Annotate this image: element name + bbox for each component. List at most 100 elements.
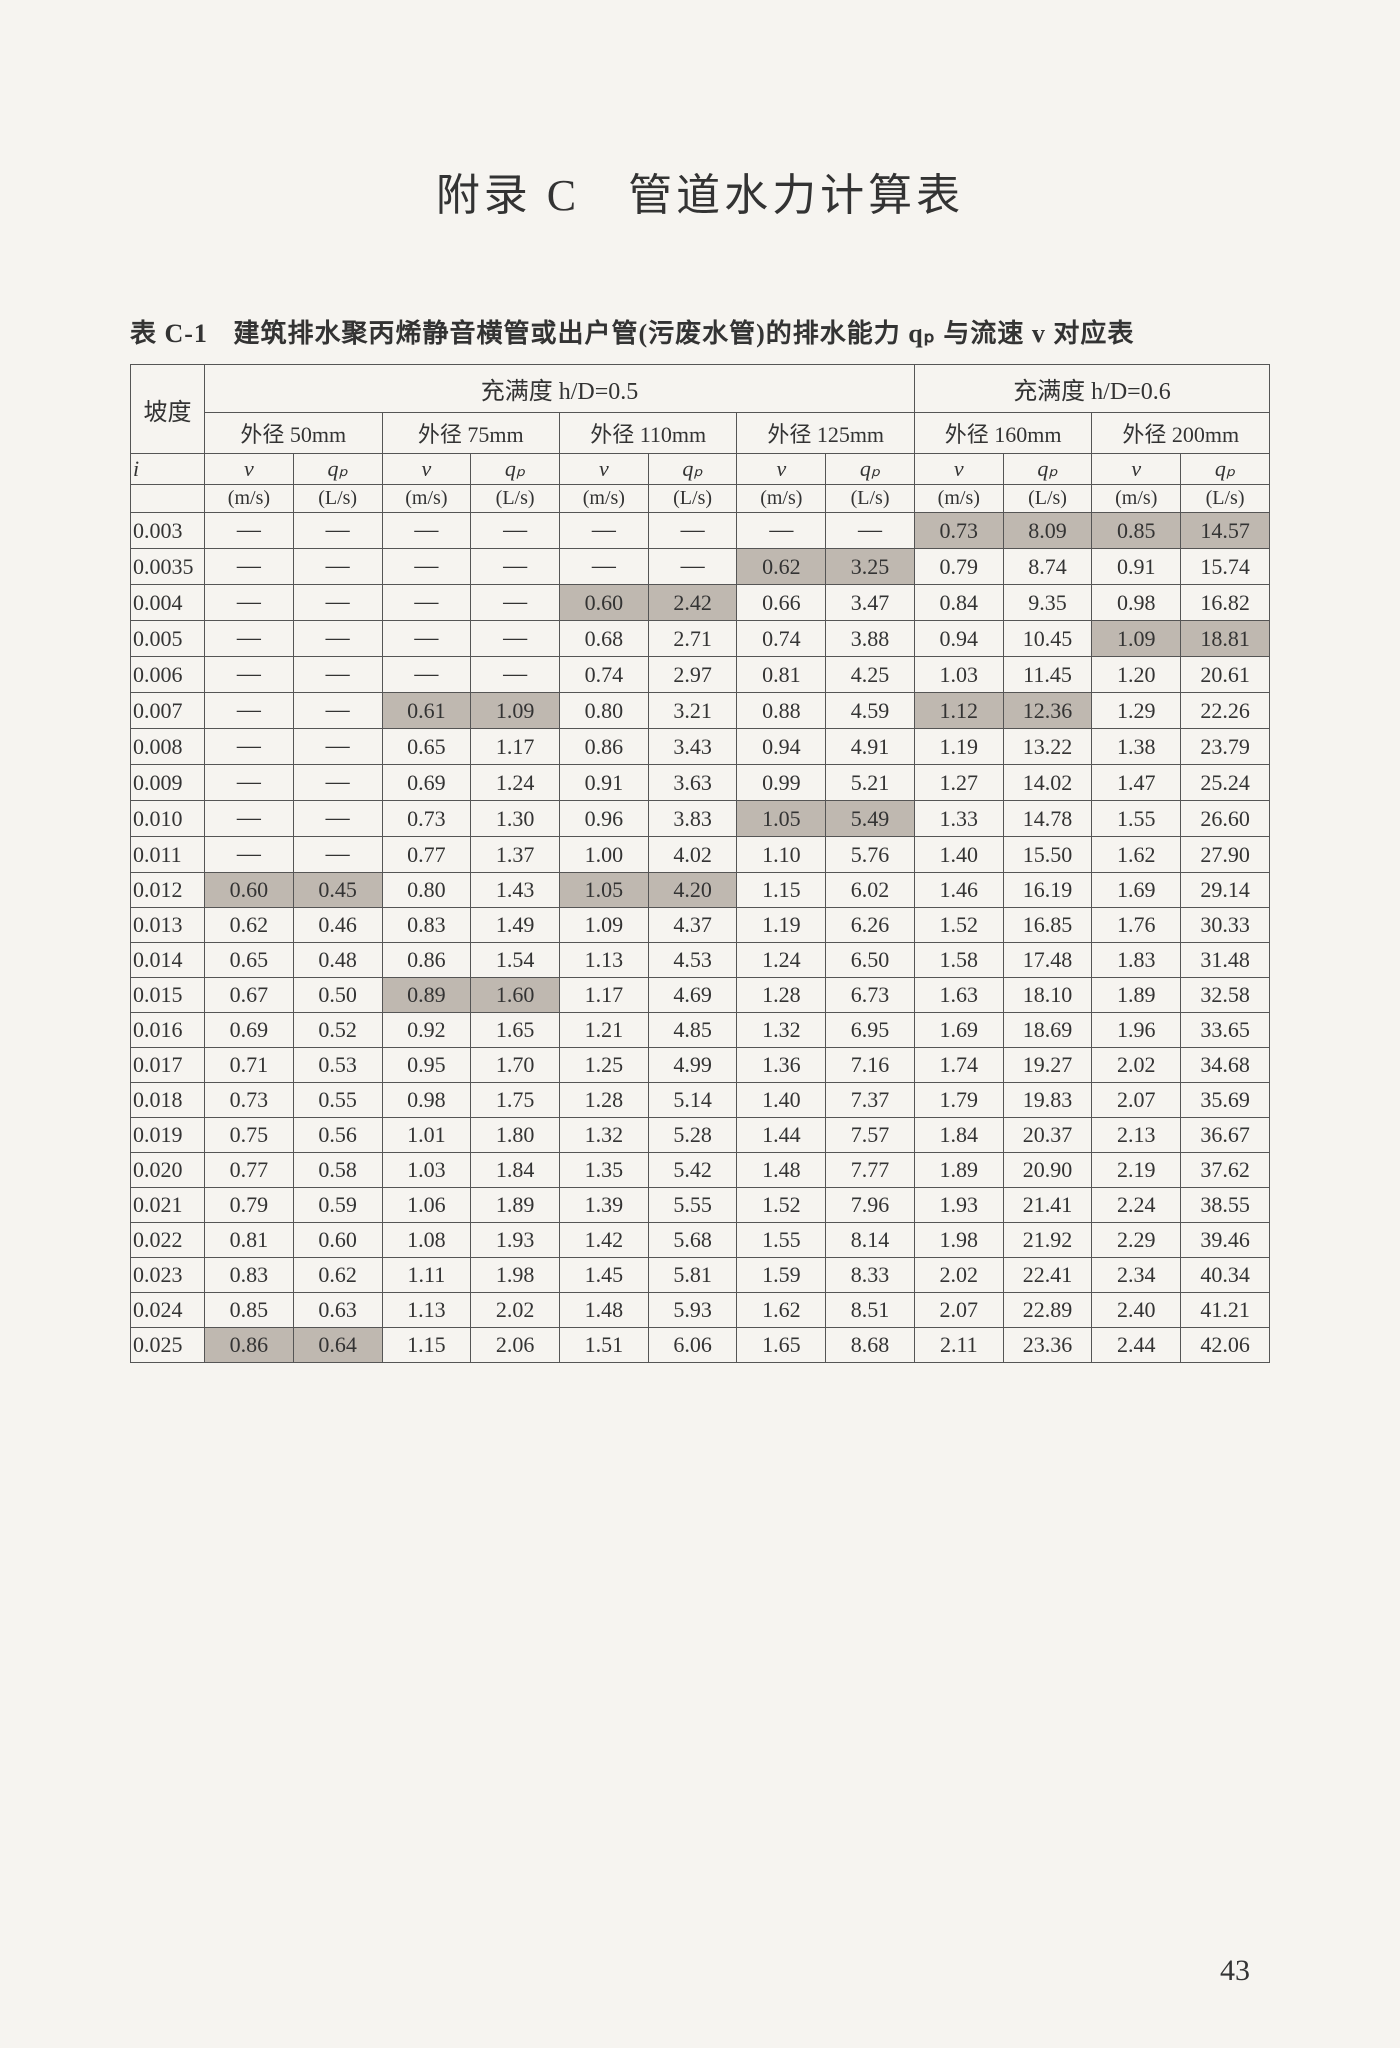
- v-value: 0.61: [382, 693, 471, 729]
- v-value: 0.91: [559, 765, 648, 801]
- qp-value: 1.93: [471, 1223, 560, 1258]
- unit-v: (m/s): [382, 485, 471, 513]
- v-value: 0.96: [559, 801, 648, 837]
- table-row: 0.0220.810.601.081.931.425.681.558.141.9…: [131, 1223, 1270, 1258]
- unit-v: (m/s): [205, 485, 294, 513]
- v-value: 1.45: [559, 1258, 648, 1293]
- qp-value: 1.43: [471, 873, 560, 908]
- v-value: 0.81: [737, 657, 826, 693]
- qp-value: 29.14: [1181, 873, 1270, 908]
- qp-value: 0.46: [293, 908, 382, 943]
- table-row: 0.0035——————0.623.250.798.740.9115.74: [131, 549, 1270, 585]
- v-value: 1.96: [1092, 1013, 1181, 1048]
- v-value: —: [382, 585, 471, 621]
- qp-value: 3.83: [648, 801, 737, 837]
- qp-value: 0.48: [293, 943, 382, 978]
- v-value: 1.13: [559, 943, 648, 978]
- slope-value: 0.013: [131, 908, 205, 943]
- unit-qp: (L/s): [1181, 485, 1270, 513]
- qp-value: 8.51: [826, 1293, 915, 1328]
- v-value: 2.07: [914, 1293, 1003, 1328]
- v-value: 2.40: [1092, 1293, 1181, 1328]
- qp-value: 4.25: [826, 657, 915, 693]
- slope-value: 0.016: [131, 1013, 205, 1048]
- v-value: 1.19: [737, 908, 826, 943]
- diameter-header-3: 外径 125mm: [737, 413, 914, 454]
- qp-value: 38.55: [1181, 1188, 1270, 1223]
- diameter-header-0: 外径 50mm: [205, 413, 382, 454]
- qp-value: 21.41: [1003, 1188, 1092, 1223]
- qp-value: 0.45: [293, 873, 382, 908]
- qp-value: 2.42: [648, 585, 737, 621]
- table-row: 0.0250.860.641.152.061.516.061.658.682.1…: [131, 1328, 1270, 1363]
- v-value: 1.09: [1092, 621, 1181, 657]
- slope-value: 0.005: [131, 621, 205, 657]
- v-value: 0.79: [205, 1188, 294, 1223]
- qp-value: 1.80: [471, 1118, 560, 1153]
- qp-value: 12.36: [1003, 693, 1092, 729]
- qp-value: 0.56: [293, 1118, 382, 1153]
- qp-value: 6.02: [826, 873, 915, 908]
- v-value: 1.36: [737, 1048, 826, 1083]
- v-value: —: [382, 621, 471, 657]
- qp-value: 3.47: [826, 585, 915, 621]
- symbol-qp: qₚ: [648, 454, 737, 485]
- qp-value: —: [471, 657, 560, 693]
- v-value: 1.48: [737, 1153, 826, 1188]
- symbol-v: v: [914, 454, 1003, 485]
- v-value: —: [205, 657, 294, 693]
- qp-value: 6.73: [826, 978, 915, 1013]
- v-value: 1.89: [914, 1153, 1003, 1188]
- qp-value: 8.14: [826, 1223, 915, 1258]
- qp-value: 4.99: [648, 1048, 737, 1083]
- qp-value: 23.36: [1003, 1328, 1092, 1363]
- qp-value: 0.52: [293, 1013, 382, 1048]
- slope-value: 0.025: [131, 1328, 205, 1363]
- slope-value: 0.003: [131, 513, 205, 549]
- symbol-qp: qₚ: [1003, 454, 1092, 485]
- v-value: 1.20: [1092, 657, 1181, 693]
- v-value: 0.65: [382, 729, 471, 765]
- table-caption: 表 C-1 建筑排水聚丙烯静音横管或出户管(污废水管)的排水能力 qₚ 与流速 …: [130, 313, 1270, 350]
- v-value: 1.69: [1092, 873, 1181, 908]
- v-value: 0.98: [1092, 585, 1181, 621]
- v-value: —: [205, 801, 294, 837]
- qp-value: 15.50: [1003, 837, 1092, 873]
- qp-value: 2.02: [471, 1293, 560, 1328]
- qp-value: —: [293, 729, 382, 765]
- v-value: 1.29: [1092, 693, 1181, 729]
- unit-qp: (L/s): [293, 485, 382, 513]
- v-value: 1.44: [737, 1118, 826, 1153]
- v-value: 1.28: [737, 978, 826, 1013]
- v-value: 1.74: [914, 1048, 1003, 1083]
- qp-value: 3.88: [826, 621, 915, 657]
- v-value: —: [205, 585, 294, 621]
- v-value: 1.58: [914, 943, 1003, 978]
- v-value: 0.99: [737, 765, 826, 801]
- v-value: 0.62: [205, 908, 294, 943]
- qp-value: 1.84: [471, 1153, 560, 1188]
- v-value: 0.69: [205, 1013, 294, 1048]
- v-value: —: [737, 513, 826, 549]
- qp-value: 0.59: [293, 1188, 382, 1223]
- table-row: 0.009——0.691.240.913.630.995.211.2714.02…: [131, 765, 1270, 801]
- qp-value: 21.92: [1003, 1223, 1092, 1258]
- qp-value: 31.48: [1181, 943, 1270, 978]
- qp-value: 42.06: [1181, 1328, 1270, 1363]
- slope-unit-blank: [131, 485, 205, 513]
- qp-value: 7.96: [826, 1188, 915, 1223]
- qp-value: 4.85: [648, 1013, 737, 1048]
- v-value: 0.73: [382, 801, 471, 837]
- v-value: 0.85: [205, 1293, 294, 1328]
- qp-value: 4.02: [648, 837, 737, 873]
- v-value: 2.24: [1092, 1188, 1181, 1223]
- v-value: —: [382, 657, 471, 693]
- v-value: 1.38: [1092, 729, 1181, 765]
- unit-v: (m/s): [914, 485, 1003, 513]
- unit-qp: (L/s): [648, 485, 737, 513]
- v-value: 1.09: [559, 908, 648, 943]
- qp-value: 23.79: [1181, 729, 1270, 765]
- qp-value: 7.37: [826, 1083, 915, 1118]
- qp-value: 18.10: [1003, 978, 1092, 1013]
- qp-value: 4.37: [648, 908, 737, 943]
